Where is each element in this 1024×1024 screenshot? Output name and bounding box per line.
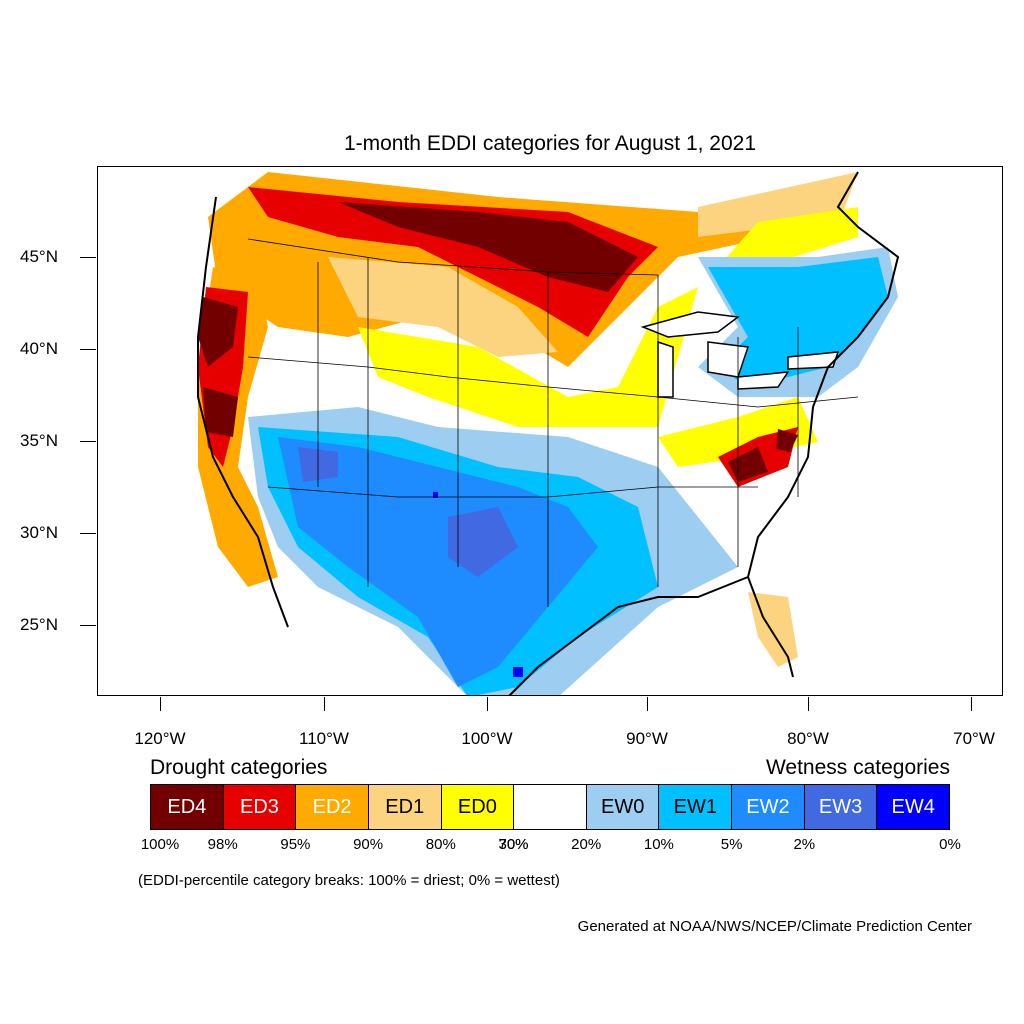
credit-line: Generated at NOAA/NWS/NCEP/Climate Predi… [577, 918, 972, 935]
percentile-label: 90% [353, 836, 384, 853]
region-ew3-southwest [298, 447, 518, 577]
lat-label-25: 25°N [20, 615, 58, 634]
legend-swatch: EW3 [804, 785, 878, 829]
lat-tick [80, 533, 96, 534]
region-ed0-north [718, 207, 858, 267]
lat-tick [80, 349, 96, 350]
category-note: (EDDI-percentile category breaks: 100% =… [138, 872, 560, 889]
region-ed1-north [698, 172, 858, 237]
region-ed1-plains [328, 257, 558, 357]
legend-swatch [514, 785, 587, 829]
region-ew2-southwest [278, 437, 598, 687]
percentile-label: 20% [571, 836, 602, 853]
legend-swatch: ED3 [223, 785, 297, 829]
region-westcoast-ed4 [198, 297, 238, 437]
drought-heading: Drought categories [150, 756, 328, 779]
eddi-map [97, 166, 1003, 696]
lat-tick [80, 441, 96, 442]
lon-tick [324, 697, 325, 711]
lat-label-45: 45°N [20, 247, 58, 266]
wetness-heading: Wetness categories [765, 756, 950, 779]
legend-swatch: EW4 [877, 785, 950, 829]
percentile-label: 0% [939, 836, 961, 853]
legend-swatch: ED4 [151, 785, 224, 829]
region-ew1-northeast [708, 257, 888, 387]
lon-tick [647, 697, 648, 711]
legend-swatch: EW1 [659, 785, 733, 829]
percentile-label: 80% [425, 836, 456, 853]
lon-label-90: 90°W [626, 729, 668, 748]
lat-label-30: 30°N [20, 523, 58, 542]
lat-tick [80, 257, 96, 258]
percentile-label: 30% [498, 836, 529, 853]
region-ed0-central [358, 287, 698, 427]
map-canvas [197, 171, 900, 695]
lat-label-35: 35°N [20, 431, 58, 450]
lon-tick [971, 697, 972, 711]
lon-tick [160, 697, 161, 711]
lon-tick [808, 697, 809, 711]
percentile-label: 2% [793, 836, 816, 853]
percentile-label: 10% [643, 836, 674, 853]
lat-label-40: 40°N [20, 339, 58, 358]
legend-swatch: EW0 [586, 785, 660, 829]
legend-swatch: ED2 [296, 785, 369, 829]
percentile-label: 5% [720, 836, 743, 853]
lon-label-110: 110°W [299, 729, 349, 748]
coastlines [197, 171, 900, 695]
lon-tick [487, 697, 488, 711]
percentile-label: 70% [498, 836, 529, 853]
map-title: 1-month EDDI categories for August 1, 20… [343, 132, 757, 155]
lon-label-100: 100°W [461, 729, 513, 748]
region-virginia-ed4 [728, 429, 798, 482]
legend-swatch: ED1 [368, 785, 442, 829]
percentile-label: 95% [280, 836, 311, 853]
borders [247, 238, 859, 607]
legend-swatch: ED0 [441, 785, 515, 829]
percentile-label: 100% [140, 836, 180, 853]
legend-bar: ED4 ED3 ED2 ED1 ED0 EW0 EW1 EW2 EW3 EW4 [150, 784, 950, 830]
lat-tick [80, 625, 96, 626]
region-ed4-north [338, 202, 638, 292]
lon-label-120: 120°W [134, 729, 186, 748]
percentile-label: 98% [207, 836, 238, 853]
region-florida-ed1 [748, 592, 798, 667]
lon-label-70: 70°W [953, 729, 995, 748]
legend-swatch: EW2 [732, 785, 805, 829]
lon-label-80: 80°W [787, 729, 829, 748]
